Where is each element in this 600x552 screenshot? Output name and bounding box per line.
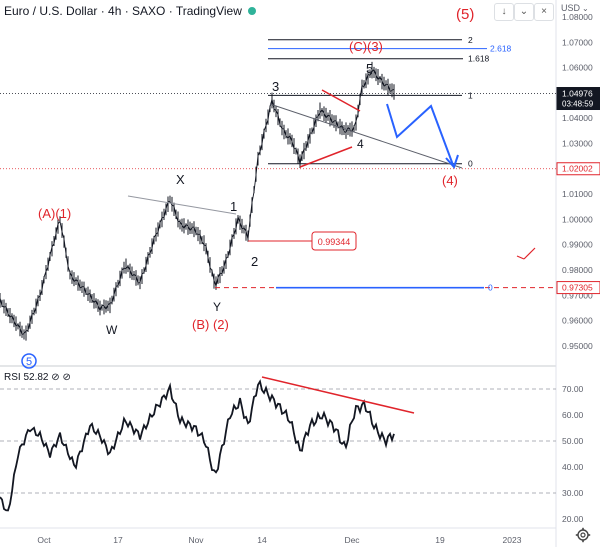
price-axis-tick-label: 1.07000 bbox=[562, 37, 593, 47]
fib-level-label: 1 bbox=[468, 90, 473, 100]
price-axis-tick-label: 1.08000 bbox=[562, 12, 593, 22]
price-label-countdown: 03:48:59 bbox=[562, 100, 594, 109]
price-axis-tick-label: 0.98000 bbox=[562, 265, 593, 275]
gear-icon[interactable] bbox=[575, 527, 591, 543]
wave-label: 1 bbox=[230, 199, 237, 214]
price-label-value: 1.02002 bbox=[562, 164, 593, 174]
download-button[interactable]: ↓ bbox=[494, 3, 514, 21]
currency-selector[interactable]: USD ⌄ bbox=[561, 3, 589, 13]
wave-label: (A)(1) bbox=[38, 206, 71, 221]
rsi-axis-tick-label: 70.00 bbox=[562, 384, 584, 394]
price-axis-tick-label: 0.99000 bbox=[562, 240, 593, 250]
red-tick-mark bbox=[516, 255, 525, 260]
price-label-value: 0.97305 bbox=[562, 283, 593, 293]
wave-label: Y bbox=[213, 300, 221, 314]
time-axis-tick-label: 19 bbox=[435, 535, 445, 545]
wave-label: W bbox=[106, 323, 118, 337]
x-wave-trendline bbox=[127, 195, 237, 215]
rsi-axis-tick-label: 40.00 bbox=[562, 462, 584, 472]
wave-label: (3) bbox=[367, 39, 383, 54]
wave-label: 5 bbox=[26, 356, 32, 368]
close-icon[interactable]: × bbox=[534, 3, 554, 21]
rsi-axis-tick-label: 50.00 bbox=[562, 436, 584, 446]
eye-icon[interactable]: ⊘ bbox=[51, 372, 60, 383]
fib-level-label: 0 bbox=[488, 283, 493, 293]
time-axis-tick-label: 17 bbox=[113, 535, 123, 545]
price-label-box bbox=[556, 162, 600, 176]
price-axis-tick-label: 1.06000 bbox=[562, 63, 593, 73]
time-axis-tick-label: Nov bbox=[188, 535, 204, 545]
price-label-value: 1.04976 bbox=[562, 89, 593, 99]
price-series-line bbox=[0, 68, 395, 336]
currency-label: USD bbox=[561, 3, 581, 13]
price-axis-tick-label: 0.97000 bbox=[562, 290, 593, 300]
wave-label: 4 bbox=[357, 137, 364, 151]
target-price-label: 0.99344 bbox=[318, 237, 351, 247]
wave-label: (B) (2) bbox=[192, 317, 229, 332]
fib-level-label: 2.618 bbox=[490, 44, 512, 54]
fib-level-label: 1.618 bbox=[468, 54, 490, 64]
fib-level-label: 2 bbox=[468, 35, 473, 45]
channel-trendline bbox=[269, 103, 463, 169]
rsi-legend: RSI 52.82 ⊘ ⊘ bbox=[4, 372, 71, 383]
dropdown-chevron-icon[interactable]: ⌄ bbox=[514, 3, 534, 21]
price-bars bbox=[0, 61, 395, 341]
wave-label: X bbox=[176, 172, 185, 187]
rsi-axis-tick-label: 20.00 bbox=[562, 514, 584, 524]
rsi-axis-tick-label: 30.00 bbox=[562, 488, 584, 498]
market-status-dot bbox=[247, 7, 256, 15]
price-axis-tick-label: 0.95000 bbox=[562, 341, 593, 351]
rsi-divergence-trendline bbox=[261, 376, 415, 414]
settings-toggle-icon[interactable]: ⊘ bbox=[62, 372, 71, 383]
price-axis-tick-label: 1.03000 bbox=[562, 139, 593, 149]
wave-label-top-5: (5) bbox=[456, 6, 475, 23]
red-tick-mark bbox=[523, 247, 536, 260]
wave4-trendline-lower bbox=[299, 146, 353, 168]
price-label-box bbox=[556, 87, 600, 111]
target-label-box[interactable] bbox=[311, 231, 357, 251]
rsi-value: 52.82 bbox=[23, 372, 49, 383]
price-axis-tick-label: 0.96000 bbox=[562, 316, 593, 326]
projection-arrowhead bbox=[445, 154, 459, 169]
projection-path bbox=[386, 103, 454, 166]
wave-label: (4) bbox=[442, 173, 458, 188]
wave4-trendline-upper bbox=[321, 89, 361, 112]
rsi-axis-tick-label: 60.00 bbox=[562, 410, 584, 420]
price-label-box bbox=[556, 281, 600, 295]
time-axis-tick-label: 2023 bbox=[503, 535, 522, 545]
fib-level-label: 0 bbox=[468, 159, 473, 169]
price-axis-tick-label: 1.04000 bbox=[562, 113, 593, 123]
wave-label: 2 bbox=[251, 254, 258, 269]
price-axis-tick-label: 1.00000 bbox=[562, 214, 593, 224]
time-axis-tick-label: Dec bbox=[344, 535, 360, 545]
time-axis-tick-label: Oct bbox=[37, 535, 51, 545]
price-axis-tick-label: 1.01000 bbox=[562, 189, 593, 199]
wave-label: 5 bbox=[366, 61, 373, 76]
chevron-down-icon: ⌄ bbox=[582, 4, 589, 13]
rsi-label: RSI bbox=[4, 372, 21, 383]
wave-label: 3 bbox=[272, 79, 279, 94]
chart-header: Euro / U.S. Dollar · 4h · SAXO · Trading… bbox=[4, 4, 256, 18]
time-axis-tick-label: 14 bbox=[257, 535, 267, 545]
wave5-circle-marker bbox=[21, 353, 37, 369]
rsi-series-line bbox=[0, 379, 395, 512]
wave-label: (C) bbox=[349, 39, 367, 54]
chart-title: Euro / U.S. Dollar · 4h · SAXO · Trading… bbox=[4, 4, 242, 18]
